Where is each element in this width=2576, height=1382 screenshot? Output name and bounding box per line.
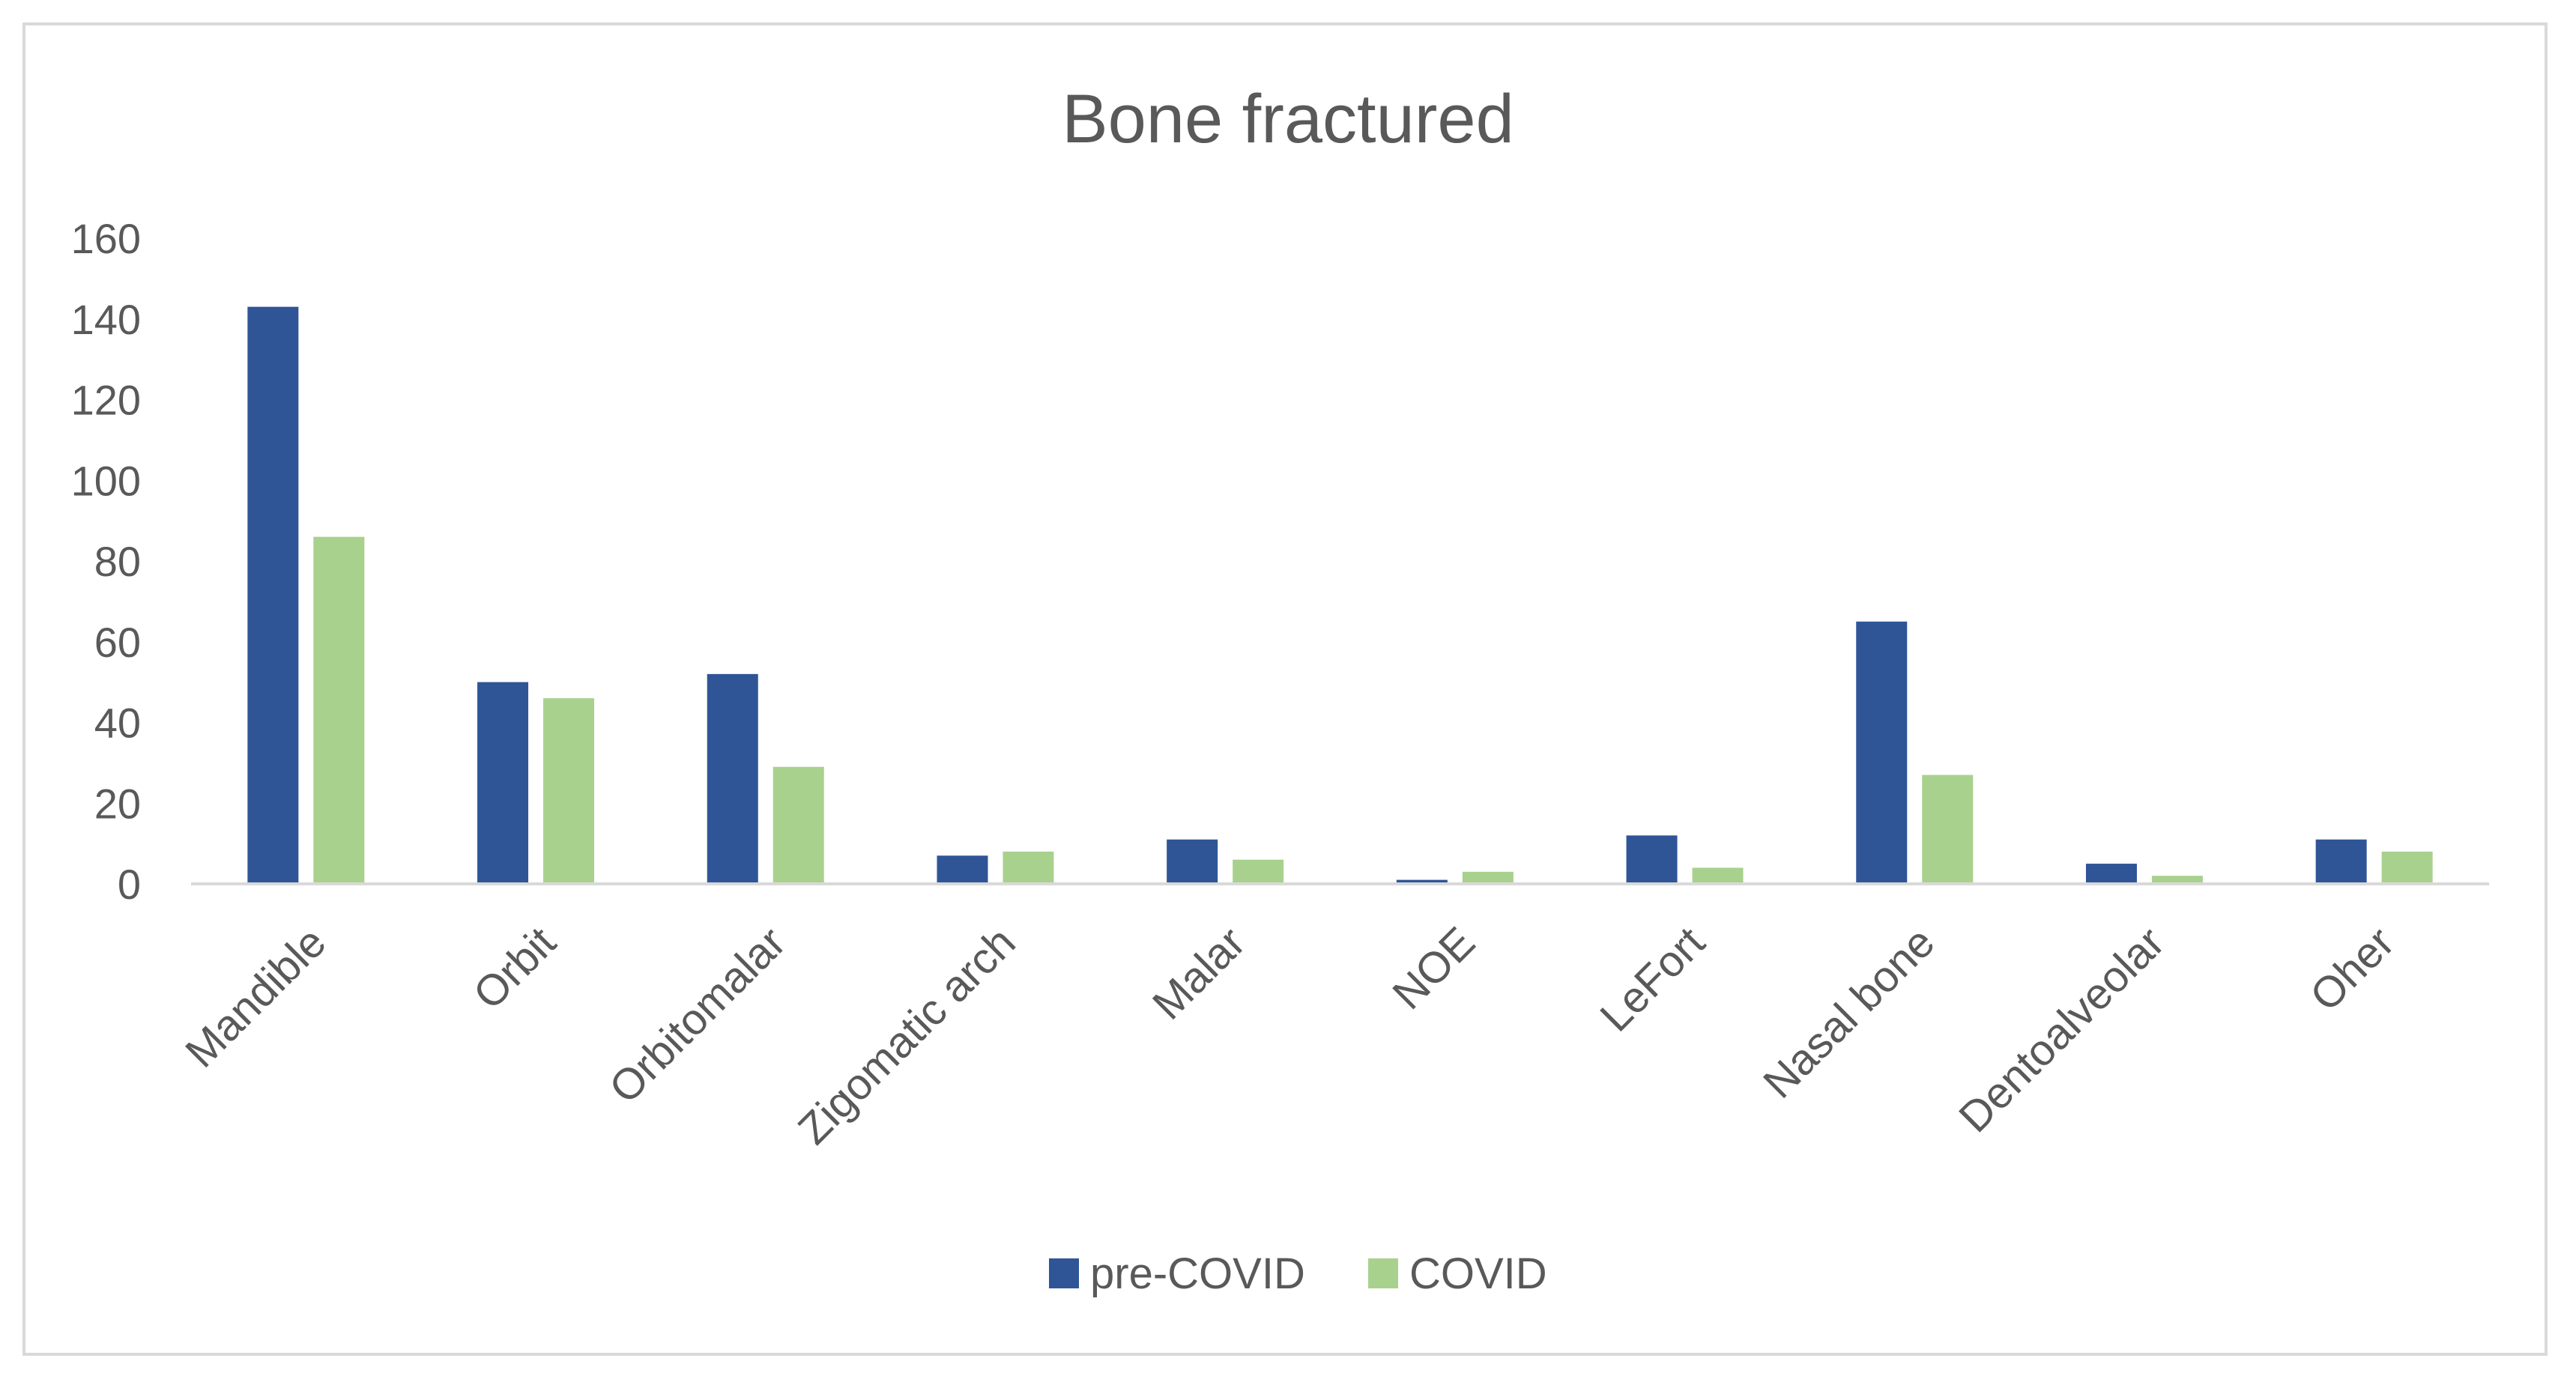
y-tick-label: 0 bbox=[118, 861, 141, 908]
y-tick-label: 60 bbox=[94, 619, 141, 666]
y-tick-label: 100 bbox=[71, 457, 141, 504]
x-category-label: Malar bbox=[1143, 918, 1255, 1029]
bar-covid-6 bbox=[1692, 867, 1744, 884]
bar-covid-9 bbox=[2381, 851, 2433, 884]
bar-covid-7 bbox=[1922, 775, 1974, 884]
y-tick-label: 160 bbox=[71, 215, 141, 262]
chart-title: Bone fractured bbox=[1062, 81, 1514, 157]
x-category-label: Orbit bbox=[464, 918, 565, 1019]
x-category-label: Zigomatic arch bbox=[789, 918, 1025, 1154]
bar-pre-covid-1 bbox=[477, 682, 529, 884]
bar-covid-3 bbox=[1003, 851, 1054, 884]
bar-pre-covid-5 bbox=[1396, 879, 1448, 884]
x-category-label: Orbitomalar bbox=[600, 918, 795, 1112]
legend-swatch-covid bbox=[1368, 1258, 1398, 1288]
bar-pre-covid-7 bbox=[1856, 621, 1908, 884]
x-category-label: LeFort bbox=[1591, 918, 1714, 1041]
bar-pre-covid-4 bbox=[1167, 839, 1218, 884]
bar-covid-4 bbox=[1233, 859, 1284, 884]
bar-covid-5 bbox=[1462, 871, 1514, 884]
bar-pre-covid-8 bbox=[2085, 864, 2137, 884]
bar-covid-1 bbox=[543, 698, 595, 884]
bar-pre-covid-3 bbox=[937, 855, 988, 884]
y-tick-label: 120 bbox=[71, 377, 141, 424]
legend: pre-COVID COVID bbox=[1049, 1249, 1547, 1298]
legend-label-covid: COVID bbox=[1409, 1249, 1547, 1298]
legend-swatch-pre-covid bbox=[1049, 1258, 1079, 1288]
bar-pre-covid-6 bbox=[1626, 835, 1678, 884]
x-category-label: Mandible bbox=[176, 918, 335, 1076]
y-axis-ticks: 0 20 40 60 80 100 120 140 160 bbox=[71, 215, 141, 908]
y-tick-label: 40 bbox=[94, 700, 141, 747]
x-category-label: Nasal bone bbox=[1754, 918, 1944, 1107]
bars bbox=[247, 306, 2433, 884]
bar-pre-covid-9 bbox=[2315, 839, 2367, 884]
y-tick-label: 140 bbox=[71, 296, 141, 343]
bar-covid-0 bbox=[313, 536, 365, 884]
bar-covid-8 bbox=[2151, 876, 2203, 884]
x-category-label: Dentoalveolar bbox=[1950, 918, 2174, 1142]
y-tick-label: 20 bbox=[94, 780, 141, 827]
bar-pre-covid-0 bbox=[247, 306, 299, 884]
legend-label-pre-covid: pre-COVID bbox=[1090, 1249, 1305, 1298]
x-category-label: Oher bbox=[2301, 918, 2404, 1020]
x-category-label: NOE bbox=[1383, 918, 1484, 1019]
bar-pre-covid-2 bbox=[707, 673, 758, 884]
chart-frame bbox=[22, 22, 2548, 1356]
y-tick-label: 80 bbox=[94, 538, 141, 585]
bar-covid-2 bbox=[773, 766, 824, 884]
